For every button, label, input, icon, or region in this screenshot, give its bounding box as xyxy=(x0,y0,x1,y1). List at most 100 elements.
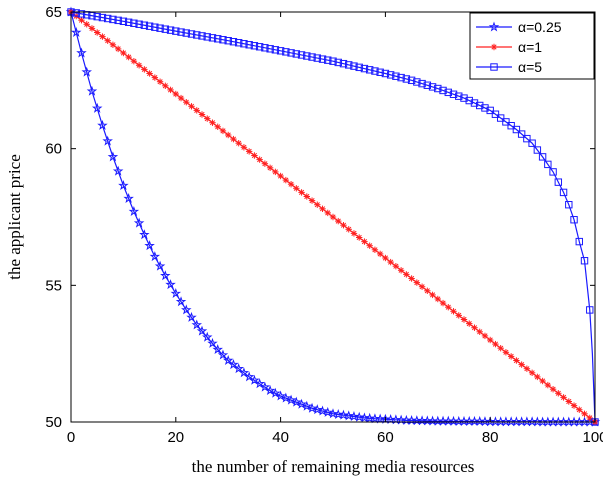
legend-marker xyxy=(490,43,498,51)
data-point xyxy=(397,267,405,274)
data-point xyxy=(559,188,568,197)
data-point xyxy=(355,63,363,72)
data-point xyxy=(165,279,176,290)
x-tick-label: 80 xyxy=(482,429,499,446)
data-point xyxy=(570,216,578,224)
data-point xyxy=(434,295,441,303)
data-point xyxy=(445,304,452,311)
data-point xyxy=(418,79,426,88)
data-point xyxy=(465,96,473,105)
data-point xyxy=(107,151,119,162)
legend-label: α=0.25 xyxy=(518,19,562,35)
data-point xyxy=(408,275,415,282)
data-point xyxy=(214,35,222,43)
data-point xyxy=(523,365,531,372)
data-point xyxy=(112,165,124,176)
data-point xyxy=(361,238,368,245)
data-point xyxy=(303,193,310,200)
legend-marker xyxy=(488,21,500,32)
data-point xyxy=(581,410,588,417)
x-axis-title: the number of remaining media resources xyxy=(192,457,475,476)
data-point xyxy=(196,325,208,336)
data-point xyxy=(233,363,244,374)
data-point xyxy=(102,135,113,146)
data-point xyxy=(297,51,306,59)
data-point xyxy=(549,386,557,393)
data-point xyxy=(181,304,192,315)
data-point xyxy=(407,76,416,85)
data-point xyxy=(528,369,536,376)
data-point xyxy=(198,111,206,118)
data-point xyxy=(188,103,195,110)
data-point xyxy=(428,83,437,91)
data-point xyxy=(502,349,510,356)
data-point xyxy=(214,123,221,130)
data-point xyxy=(254,378,265,389)
data-point xyxy=(217,349,229,360)
x-tick-label: 20 xyxy=(167,429,184,446)
data-point xyxy=(145,22,154,30)
y-tick-label: 50 xyxy=(45,414,62,431)
data-point xyxy=(528,139,536,147)
data-point xyxy=(230,135,237,143)
data-point xyxy=(86,85,98,96)
data-point xyxy=(172,90,179,98)
data-point xyxy=(387,258,394,266)
data-point xyxy=(280,392,292,403)
data-point xyxy=(476,328,483,335)
legend-label: α=1 xyxy=(518,39,542,55)
data-point xyxy=(139,229,150,240)
data-point xyxy=(539,377,546,385)
data-point xyxy=(151,74,159,81)
data-point xyxy=(128,206,140,217)
data-point xyxy=(487,336,494,344)
data-point xyxy=(312,404,323,415)
data-point xyxy=(353,411,365,422)
data-point xyxy=(298,189,305,196)
data-point xyxy=(348,411,360,422)
data-point xyxy=(238,367,250,378)
data-point xyxy=(235,140,242,147)
data-point xyxy=(91,102,103,113)
data-point xyxy=(513,357,520,364)
data-point xyxy=(167,86,174,94)
data-point xyxy=(306,402,318,413)
data-point xyxy=(99,33,106,40)
data-point xyxy=(481,332,489,340)
data-point xyxy=(88,25,96,32)
data-point xyxy=(201,331,213,342)
data-point xyxy=(97,119,108,130)
data-point xyxy=(266,45,274,53)
data-point xyxy=(365,66,374,74)
data-point xyxy=(366,242,373,249)
data-point xyxy=(560,394,567,401)
data-point xyxy=(492,340,499,348)
data-point xyxy=(123,193,134,204)
data-point xyxy=(78,17,85,24)
data-point xyxy=(434,84,442,93)
data-point xyxy=(259,381,271,392)
data-point xyxy=(360,64,369,73)
data-point xyxy=(251,152,258,159)
data-point xyxy=(392,263,400,270)
data-point xyxy=(338,409,349,420)
data-point xyxy=(172,27,180,35)
data-point xyxy=(339,59,348,68)
data-point xyxy=(240,144,248,151)
data-point xyxy=(225,131,232,139)
data-point xyxy=(455,92,463,100)
data-point xyxy=(470,99,479,107)
data-point xyxy=(261,160,269,167)
data-point xyxy=(292,50,301,58)
data-point xyxy=(486,106,494,115)
data-point xyxy=(381,69,390,78)
data-point xyxy=(177,28,185,36)
data-point xyxy=(198,32,206,40)
data-point xyxy=(403,271,410,278)
data-point xyxy=(98,13,107,22)
data-point xyxy=(130,58,138,65)
x-tick-label: 40 xyxy=(272,429,289,446)
data-point xyxy=(460,316,468,323)
data-point xyxy=(156,78,164,85)
